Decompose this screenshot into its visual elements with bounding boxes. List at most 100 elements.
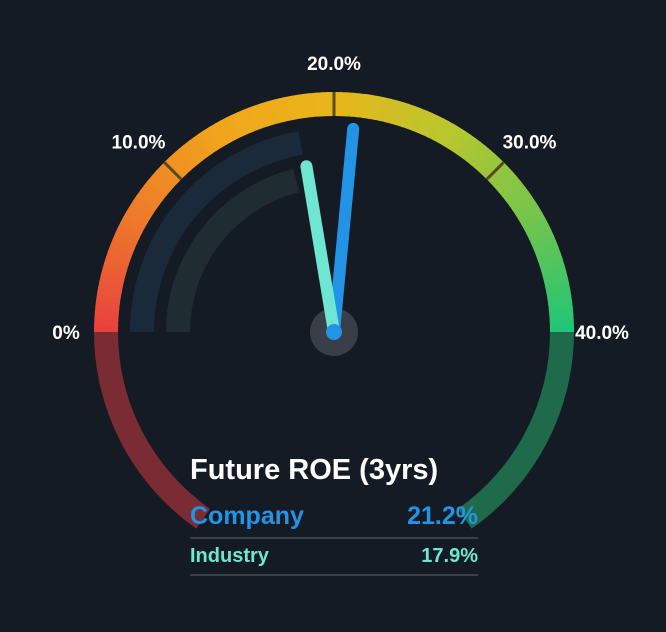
band-segment — [549, 319, 574, 328]
industry-needle — [300, 160, 340, 338]
band-segment — [512, 196, 537, 216]
band-segment — [416, 110, 434, 136]
band-segment — [545, 282, 571, 295]
band-segment — [494, 171, 518, 193]
band-segment — [362, 94, 374, 119]
band-segment — [460, 137, 482, 162]
band-segment — [542, 269, 568, 284]
tick-label: 40.0% — [575, 323, 629, 344]
band-segment — [533, 240, 559, 257]
band-segment — [155, 165, 179, 188]
band-segment — [508, 190, 533, 211]
band-segment — [151, 170, 175, 192]
band-segment — [478, 153, 501, 177]
band-segment — [219, 117, 238, 143]
tick-mark — [163, 161, 183, 181]
lower-arc-right — [457, 332, 574, 529]
band-segment — [103, 256, 130, 271]
band-segment — [426, 115, 445, 141]
band-segment — [505, 185, 530, 207]
band-segment — [515, 201, 540, 221]
band-segment — [182, 140, 204, 165]
band-segment — [247, 105, 264, 131]
band-segment — [539, 257, 565, 273]
band-segment — [120, 216, 145, 234]
tick-mark — [485, 161, 505, 181]
band-segment — [159, 161, 183, 184]
band-segment — [168, 152, 191, 176]
band-segment — [400, 103, 416, 129]
band-segment — [367, 94, 380, 120]
band-segment — [389, 100, 404, 126]
band-segment — [236, 109, 253, 135]
band-segment — [373, 96, 386, 122]
band-segment — [109, 238, 136, 255]
band-segment — [100, 268, 126, 282]
band-segment — [474, 149, 496, 173]
band-segment — [277, 96, 291, 122]
band-segment — [192, 133, 213, 158]
gauge-track — [130, 131, 303, 332]
company-value: 21.2% — [407, 502, 478, 530]
band-segment — [490, 166, 514, 189]
industry-label: Industry — [190, 545, 269, 567]
gauge-color-band — [94, 92, 574, 332]
band-segment — [129, 199, 154, 220]
band-segment — [117, 221, 143, 240]
tick-label: 0% — [52, 323, 80, 344]
lower-arc-left — [94, 332, 211, 529]
band-segment — [143, 179, 168, 201]
band-segment — [432, 118, 450, 143]
gauge-tick-labels: 0% 10.0% 20.0% 30.0% 40.0% — [52, 54, 629, 344]
band-segment — [139, 184, 164, 206]
band-segment — [446, 127, 467, 152]
band-segment — [253, 103, 269, 129]
band-segment — [456, 134, 477, 159]
industry-value: 17.9% — [421, 545, 478, 567]
company-track — [130, 131, 303, 332]
band-segment — [271, 98, 286, 124]
band-segment — [107, 244, 133, 260]
band-segment — [498, 176, 522, 198]
band-segment — [528, 228, 554, 246]
industry-track — [166, 168, 300, 332]
band-segment — [123, 210, 148, 229]
band-segment — [523, 217, 549, 236]
band-segment — [203, 126, 223, 151]
band-segment — [112, 232, 138, 250]
tick-label: 10.0% — [112, 132, 166, 153]
band-segment — [482, 157, 505, 181]
company-label: Company — [190, 502, 304, 530]
band-segment — [126, 205, 151, 224]
band-segment — [549, 325, 574, 332]
band-segment — [451, 130, 472, 155]
band-segment — [187, 136, 209, 161]
band-segment — [214, 120, 233, 145]
gauge-lower-arc — [94, 332, 574, 529]
band-segment — [465, 141, 487, 166]
legend-row-company: Company 21.2% — [190, 502, 478, 539]
band-segment — [521, 212, 546, 231]
band-segment — [132, 194, 157, 215]
chart-title: Future ROE (3yrs) — [190, 454, 439, 486]
band-segment — [541, 263, 567, 278]
band-segment — [230, 112, 248, 138]
band-segment — [208, 123, 228, 148]
band-segment — [259, 101, 275, 127]
band-segment — [406, 105, 422, 131]
tick-label: 20.0% — [307, 54, 361, 75]
band-segment — [321, 92, 330, 117]
band-segment — [198, 129, 218, 154]
band-segment — [469, 145, 492, 169]
band-segment — [178, 144, 200, 168]
gauge-tick-marks — [163, 92, 505, 181]
band-segment — [537, 251, 563, 267]
band-segment — [535, 245, 561, 262]
band-segment — [147, 174, 171, 197]
band-segment — [384, 98, 398, 124]
band-segment — [265, 99, 280, 125]
band-segment — [98, 280, 124, 293]
band-segment — [173, 148, 195, 172]
legend-row-industry: Industry 17.9% — [190, 539, 478, 576]
